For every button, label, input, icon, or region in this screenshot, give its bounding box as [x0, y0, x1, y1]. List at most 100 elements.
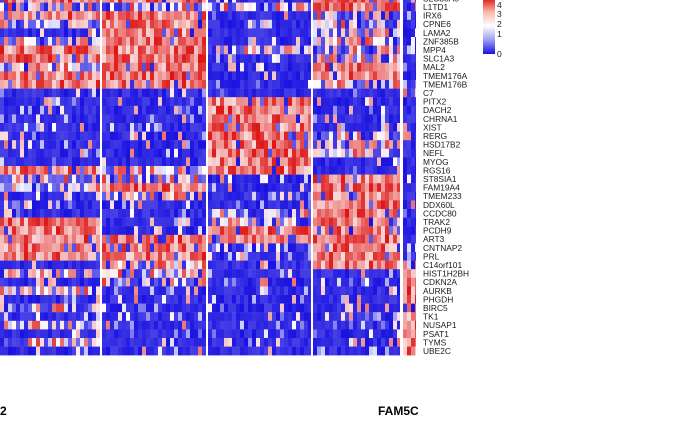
heatmap-cell	[268, 105, 272, 115]
heatmap-cell	[357, 269, 361, 278]
heatmap-cell	[92, 209, 96, 218]
heatmap-cell	[118, 166, 122, 175]
heatmap-cell	[48, 295, 52, 304]
heatmap-cell	[248, 252, 252, 261]
heatmap-cell	[333, 191, 337, 201]
heatmap-cell	[337, 28, 341, 38]
heatmap-cell	[385, 260, 389, 270]
heatmap-cell	[296, 80, 300, 89]
heatmap-cell	[202, 0, 206, 3]
heatmap-cell	[174, 234, 178, 244]
heatmap-cell	[126, 217, 130, 227]
heatmap-cell	[190, 71, 194, 81]
heatmap-cell	[24, 11, 28, 20]
heatmap-cell	[288, 123, 292, 132]
heatmap-cell	[313, 19, 317, 29]
heatmap-cell	[84, 28, 88, 38]
heatmap-cell	[224, 54, 228, 63]
heatmap-cell	[146, 277, 150, 287]
heatmap-cell	[20, 183, 24, 192]
heatmap-cell	[48, 80, 52, 89]
heatmap-cell	[244, 174, 248, 184]
heatmap-cell	[232, 62, 236, 72]
heatmap-cell	[142, 295, 146, 304]
heatmap-cell	[377, 0, 381, 3]
heatmap-cell	[308, 157, 311, 167]
heatmap-cell	[212, 2, 216, 12]
heatmap-cell	[202, 303, 206, 313]
heatmap-cell	[182, 62, 186, 72]
heatmap-cell	[162, 62, 166, 72]
heatmap-cell	[174, 54, 178, 63]
heatmap-cell	[118, 2, 122, 12]
heatmap-cell	[397, 2, 400, 12]
heatmap-cell	[224, 19, 228, 29]
heatmap-cell	[317, 303, 321, 313]
heatmap-cell	[198, 200, 202, 210]
heatmap-cell	[48, 11, 52, 20]
heatmap-cell	[288, 114, 292, 124]
heatmap-cell	[407, 312, 411, 321]
heatmap-cell	[198, 19, 202, 29]
heatmap-cell	[138, 166, 142, 175]
heatmap-cell	[220, 62, 224, 72]
heatmap-cell	[284, 62, 288, 72]
heatmap-cell	[232, 191, 236, 201]
heatmap-cell	[32, 217, 36, 227]
heatmap-cell	[244, 329, 248, 339]
heatmap-cell	[154, 88, 158, 98]
heatmap-cell	[304, 243, 308, 253]
heatmap-cell	[220, 183, 224, 192]
heatmap-cell	[56, 0, 60, 3]
heatmap-cell	[415, 140, 416, 149]
heatmap-cell	[337, 105, 341, 115]
heatmap-cell	[162, 131, 166, 141]
heatmap-cell	[357, 105, 361, 115]
heatmap-cell	[110, 183, 114, 192]
heatmap-cell	[341, 148, 345, 158]
heatmap-cell	[248, 37, 252, 46]
heatmap-cell	[166, 269, 170, 278]
heatmap-cell	[52, 28, 56, 38]
heatmap-cell	[264, 320, 268, 330]
heatmap-cell	[329, 320, 333, 330]
heatmap-cell	[393, 88, 397, 98]
heatmap-cell	[244, 114, 248, 124]
heatmap-cell	[248, 174, 252, 184]
heatmap-cell	[365, 2, 369, 12]
heatmap-cell	[333, 105, 337, 115]
heatmap-cell	[389, 252, 393, 261]
heatmap-cell	[276, 269, 280, 278]
heatmap-cell	[256, 200, 260, 210]
heatmap-cell	[194, 140, 198, 149]
heatmap-cell	[126, 0, 130, 3]
heatmap-cell	[162, 312, 166, 321]
heatmap-cell	[178, 28, 182, 38]
heatmap-cell	[329, 260, 333, 270]
heatmap-cell	[32, 80, 36, 89]
heatmap-cell	[182, 11, 186, 20]
heatmap-cell	[325, 157, 329, 167]
heatmap-cell	[220, 346, 224, 356]
heatmap-cell	[202, 105, 206, 115]
heatmap-cell	[198, 45, 202, 55]
heatmap-cell	[373, 105, 377, 115]
heatmap-cell	[186, 80, 190, 89]
heatmap-cell	[321, 97, 325, 106]
heatmap-cell	[84, 303, 88, 313]
heatmap-cell	[80, 166, 84, 175]
heatmap-cell	[280, 320, 284, 330]
heatmap-cell	[329, 71, 333, 81]
heatmap-cell	[162, 183, 166, 192]
heatmap-cell	[134, 45, 138, 55]
heatmap-cell	[337, 166, 341, 175]
heatmap-cell	[44, 71, 48, 81]
heatmap-cell	[325, 54, 329, 63]
heatmap-cell	[407, 11, 411, 20]
heatmap-cell	[313, 226, 317, 235]
heatmap-cell	[162, 209, 166, 218]
heatmap-cell	[150, 37, 154, 46]
heatmap-cell	[4, 320, 8, 330]
heatmap-cell	[146, 62, 150, 72]
heatmap-cell	[150, 97, 154, 106]
